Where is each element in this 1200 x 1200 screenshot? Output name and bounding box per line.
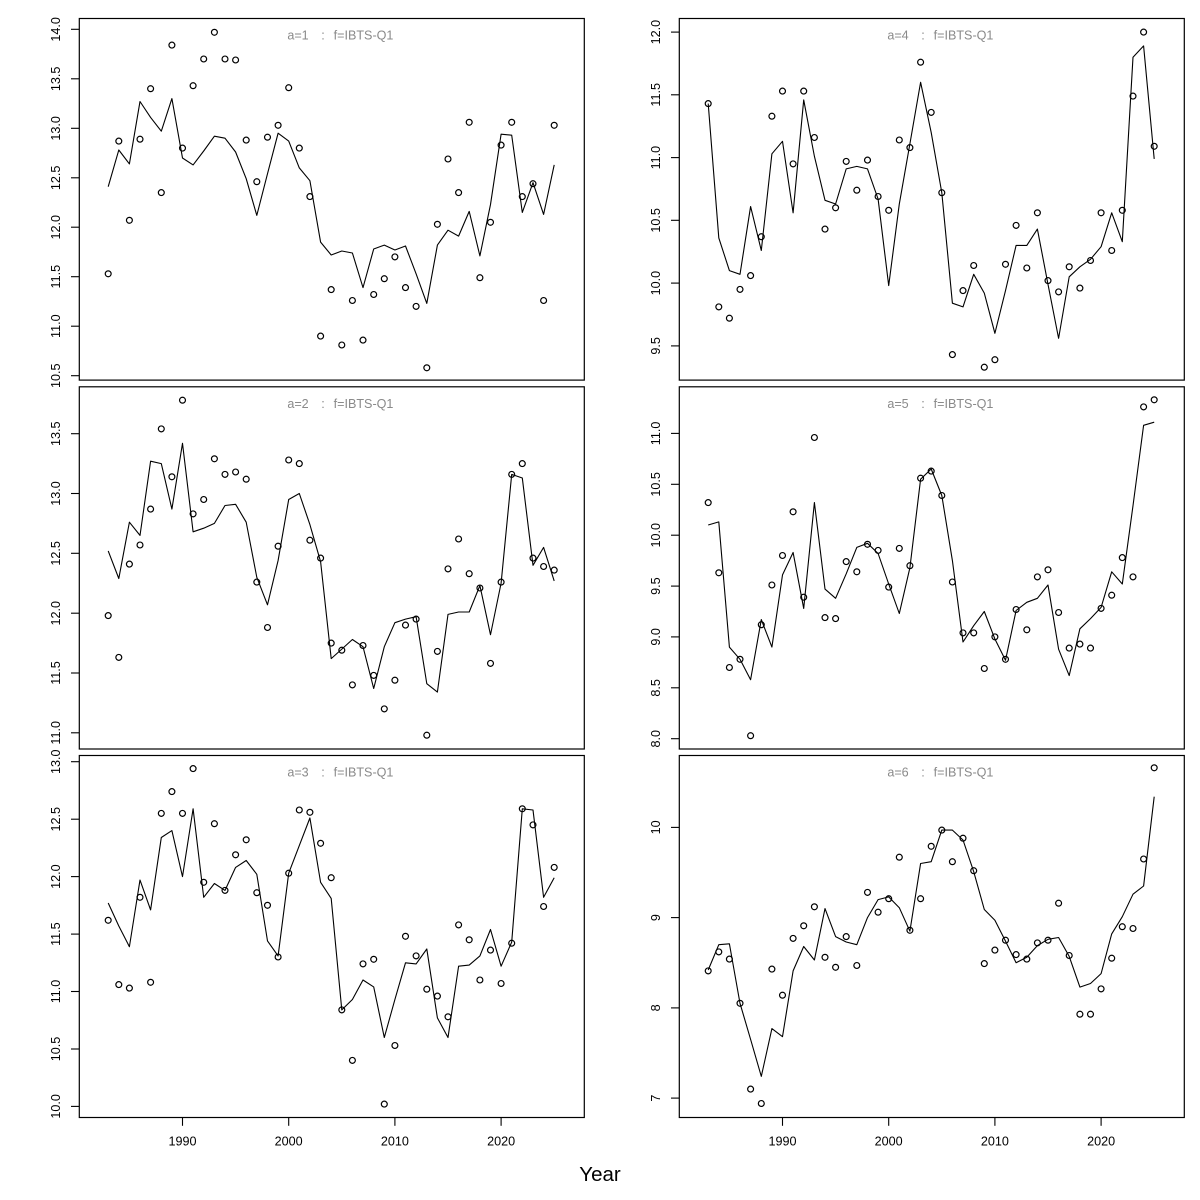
svg-text:2010: 2010 [381, 1135, 409, 1149]
svg-text:13.0: 13.0 [49, 481, 63, 506]
svg-text:10.5: 10.5 [649, 208, 663, 233]
svg-text:9.5: 9.5 [649, 337, 663, 355]
svg-text:a=6 : f=IBTS-Q1: a=6 : f=IBTS-Q1 [887, 766, 993, 780]
svg-text:a=5 : f=IBTS-Q1: a=5 : f=IBTS-Q1 [887, 397, 993, 411]
svg-text:11.5: 11.5 [49, 265, 63, 289]
svg-text:11.0: 11.0 [49, 314, 63, 338]
svg-text:11.0: 11.0 [649, 146, 663, 170]
svg-text:1990: 1990 [168, 1135, 196, 1149]
svg-text:11.0: 11.0 [49, 980, 63, 1004]
svg-text:12.0: 12.0 [49, 215, 63, 240]
svg-text:11.0: 11.0 [49, 721, 63, 745]
svg-text:11.0: 11.0 [649, 422, 663, 446]
svg-text:13.0: 13.0 [49, 116, 63, 141]
svg-text:10.0: 10.0 [49, 1094, 63, 1119]
svg-text:a=4 : f=IBTS-Q1: a=4 : f=IBTS-Q1 [887, 29, 993, 43]
svg-text:a=2 : f=IBTS-Q1: a=2 : f=IBTS-Q1 [287, 397, 393, 411]
svg-text:11.5: 11.5 [49, 922, 63, 946]
svg-text:12.0: 12.0 [49, 601, 63, 626]
svg-text:11.5: 11.5 [49, 661, 63, 685]
svg-text:13.5: 13.5 [49, 67, 63, 92]
svg-text:2020: 2020 [1087, 1135, 1115, 1149]
svg-text:10.5: 10.5 [49, 1037, 63, 1062]
svg-text:10.5: 10.5 [49, 363, 63, 388]
svg-text:10: 10 [649, 820, 663, 834]
svg-text:13.0: 13.0 [49, 749, 63, 774]
svg-text:9: 9 [649, 914, 663, 921]
svg-text:2010: 2010 [981, 1135, 1009, 1149]
svg-text:7: 7 [649, 1095, 663, 1102]
svg-text:13.5: 13.5 [49, 421, 63, 446]
svg-text:2020: 2020 [487, 1135, 515, 1149]
svg-text:2000: 2000 [875, 1135, 903, 1149]
svg-text:12.0: 12.0 [649, 20, 663, 45]
svg-text:12.5: 12.5 [49, 807, 63, 832]
svg-text:11.5: 11.5 [649, 83, 663, 107]
svg-text:14.0: 14.0 [49, 17, 63, 42]
svg-text:10.0: 10.0 [649, 523, 663, 548]
svg-text:Year: Year [579, 1163, 621, 1186]
svg-text:8.5: 8.5 [649, 679, 663, 697]
svg-text:8.0: 8.0 [649, 730, 663, 748]
svg-text:12.0: 12.0 [49, 864, 63, 889]
svg-text:9.5: 9.5 [649, 577, 663, 595]
svg-text:12.5: 12.5 [49, 166, 63, 191]
svg-text:10.0: 10.0 [649, 271, 663, 296]
svg-text:8: 8 [649, 1004, 663, 1011]
svg-text:12.5: 12.5 [49, 541, 63, 566]
svg-text:a=1 : f=IBTS-Q1: a=1 : f=IBTS-Q1 [287, 29, 393, 43]
svg-text:1990: 1990 [768, 1135, 796, 1149]
svg-text:9.0: 9.0 [649, 628, 663, 646]
svg-text:a=3 : f=IBTS-Q1: a=3 : f=IBTS-Q1 [287, 766, 393, 780]
svg-text:10.5: 10.5 [649, 472, 663, 497]
svg-text:2000: 2000 [275, 1135, 303, 1149]
